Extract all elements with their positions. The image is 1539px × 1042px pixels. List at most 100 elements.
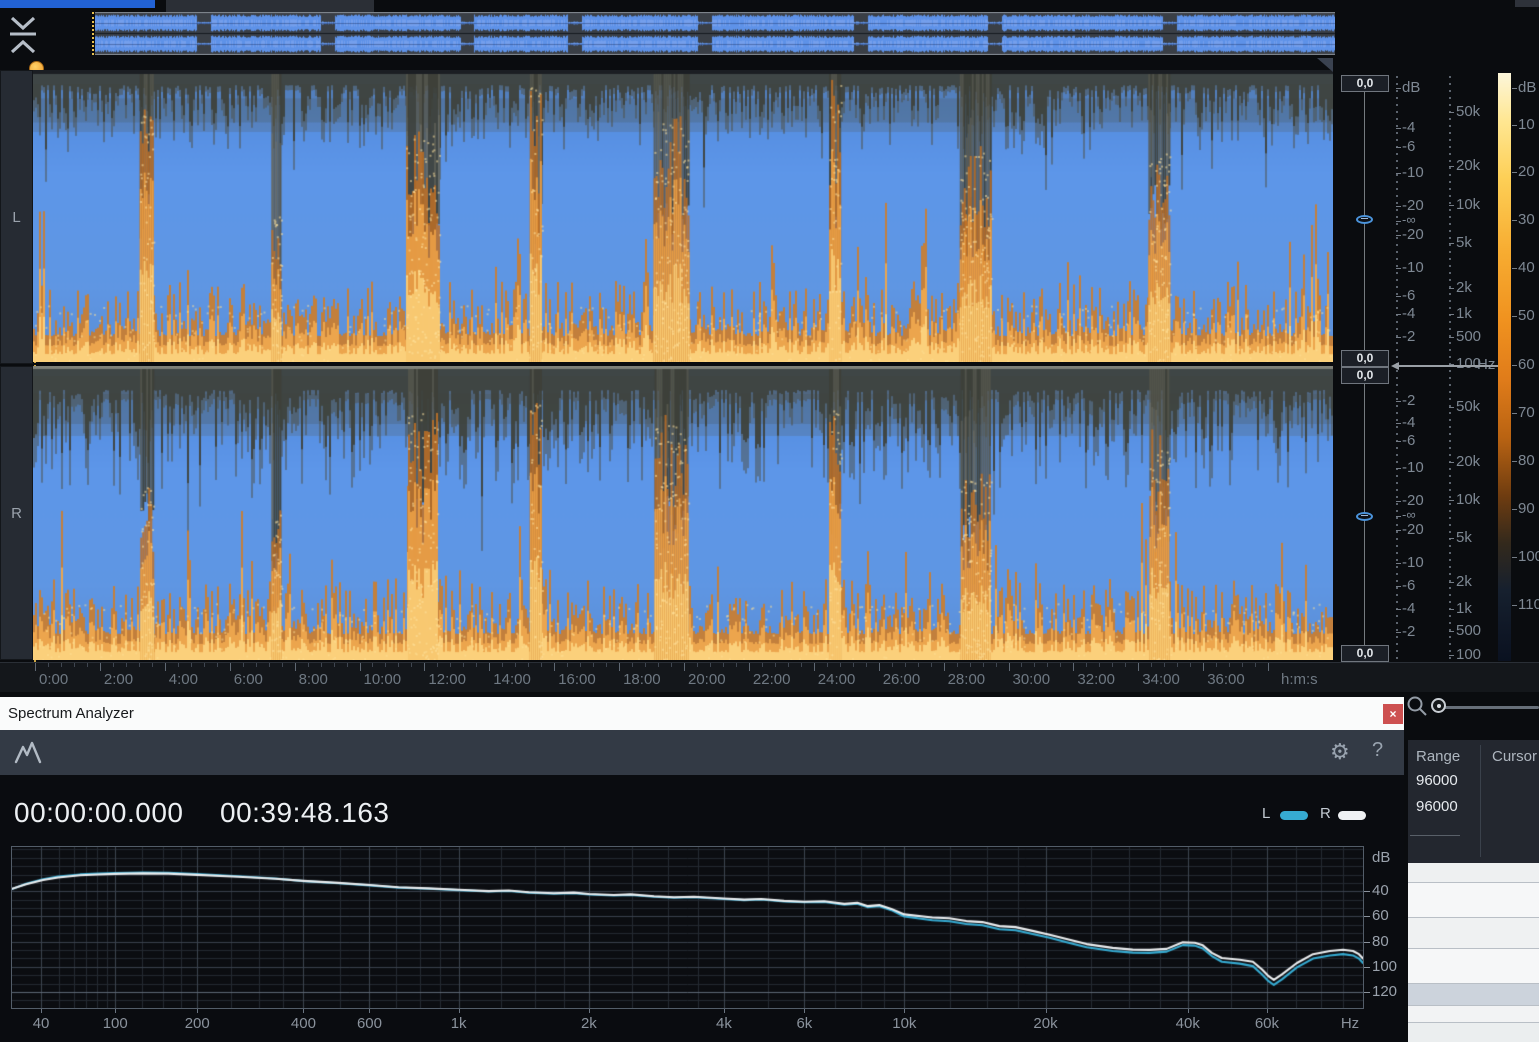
channel-header-right[interactable]: R bbox=[0, 366, 33, 660]
ruler-tick-minor bbox=[398, 663, 400, 667]
ruler-tick-minor bbox=[1099, 663, 1101, 667]
ruler-tick-minor bbox=[826, 663, 828, 667]
gain-value-box[interactable]: 0,0 bbox=[1341, 75, 1389, 92]
ruler-tick-minor bbox=[580, 663, 582, 667]
ruler-tick-minor bbox=[1190, 663, 1192, 667]
ruler-time-label: 26:00 bbox=[882, 671, 921, 688]
ruler-tick-major bbox=[35, 663, 36, 671]
freq-axis-tick bbox=[723, 1009, 725, 1013]
amp-tick-tick bbox=[1396, 501, 1401, 502]
colorbar-tick-label: 90 bbox=[1518, 500, 1535, 517]
freq-tick-tick bbox=[1449, 205, 1454, 206]
freq-tick-tick bbox=[1449, 364, 1454, 365]
freq-tick-label: 20k bbox=[1456, 157, 1481, 174]
analyzer-titlebar[interactable]: Spectrum Analyzer × bbox=[0, 697, 1404, 730]
freq-scale-tickline bbox=[1449, 76, 1451, 660]
ruler-tick-minor bbox=[1255, 663, 1257, 667]
list-item[interactable] bbox=[1408, 863, 1539, 882]
ruler-tick-major bbox=[1138, 663, 1140, 671]
range-value: 96000 bbox=[1416, 798, 1458, 815]
ruler-tick-minor bbox=[930, 663, 932, 667]
gain-value-box[interactable]: 0,0 bbox=[1341, 367, 1389, 384]
ruler-tick-minor bbox=[593, 663, 595, 667]
freq-axis-label: 40 bbox=[32, 1015, 50, 1032]
spectrogram-left[interactable] bbox=[33, 70, 1333, 362]
ruler-tick-minor bbox=[255, 663, 257, 667]
colorbar-tick-label: dB bbox=[1518, 79, 1537, 96]
freq-axis-tick bbox=[588, 1009, 590, 1013]
freq-axis-label: 2k bbox=[580, 1015, 597, 1032]
db-axis-tick bbox=[1364, 916, 1370, 918]
analyzer-title: Spectrum Analyzer bbox=[8, 705, 134, 722]
amp-tick-tick bbox=[1396, 296, 1401, 297]
ruler-tick-minor bbox=[645, 663, 647, 667]
spectrogram-right[interactable] bbox=[33, 366, 1333, 660]
colorbar-tick-label: 70 bbox=[1518, 404, 1535, 421]
list-item[interactable] bbox=[1408, 882, 1539, 917]
time-ruler[interactable]: 0:00 2:00 4:00 6:00 8:00 10:00 12:00 14:00 16:00… bbox=[0, 662, 1539, 692]
ruler-time-label: 28:00 bbox=[947, 671, 986, 688]
overview-strip[interactable] bbox=[95, 12, 1335, 55]
freq-axis-label: 6k bbox=[796, 1015, 813, 1032]
ruler-tick-minor bbox=[307, 663, 309, 667]
colorbar-tick-label: 20 bbox=[1518, 163, 1535, 180]
colorbar-tick-tick bbox=[1512, 557, 1517, 558]
freq-tick-tick bbox=[1449, 655, 1454, 656]
gain-fader-handle-left[interactable] bbox=[1356, 215, 1373, 224]
colorbar-tick-label: 110 bbox=[1518, 596, 1539, 613]
ruler-tick-minor bbox=[722, 663, 724, 667]
freq-tick-tick bbox=[1449, 166, 1454, 167]
gain-value-box[interactable]: 0,0 bbox=[1341, 350, 1389, 367]
ruler-tick-major bbox=[1073, 663, 1075, 671]
gear-icon[interactable]: ⚙ bbox=[1330, 739, 1350, 764]
amp-tick-label: -10 bbox=[1402, 164, 1424, 181]
range-value: 96000 bbox=[1416, 772, 1458, 789]
legend-right-label: R bbox=[1320, 805, 1331, 822]
amp-tick-label: -4 bbox=[1402, 600, 1416, 617]
ruler-tick-minor bbox=[1229, 663, 1231, 667]
amp-tick-label: -2 bbox=[1402, 623, 1416, 640]
freq-tick-label: 10k bbox=[1456, 196, 1481, 213]
freq-tick-label: 100 bbox=[1456, 355, 1482, 372]
spectrum-plot[interactable] bbox=[11, 846, 1364, 1009]
ruler-tick-minor bbox=[476, 663, 478, 667]
gain-value-box[interactable]: 0,0 bbox=[1341, 645, 1389, 662]
list-item[interactable] bbox=[1408, 983, 1539, 1005]
collapse-tracks-icon[interactable] bbox=[7, 15, 39, 55]
ruler-tick-minor bbox=[891, 663, 893, 667]
legend-right-swatch[interactable] bbox=[1338, 811, 1366, 820]
list-item[interactable] bbox=[1408, 1022, 1539, 1042]
ruler-time-label: 8:00 bbox=[298, 671, 328, 688]
list-item[interactable] bbox=[1408, 917, 1539, 948]
ruler-tick-minor bbox=[216, 663, 218, 667]
ruler-tick-minor bbox=[372, 663, 374, 667]
ruler-tick-minor bbox=[1177, 663, 1179, 667]
overview-waveform[interactable] bbox=[95, 12, 1335, 55]
freq-tick-tick bbox=[1449, 462, 1454, 463]
legend-left-swatch[interactable] bbox=[1280, 811, 1308, 820]
help-icon[interactable]: ? bbox=[1372, 739, 1384, 761]
close-button[interactable]: × bbox=[1383, 704, 1403, 724]
list-item[interactable] bbox=[1408, 1005, 1539, 1022]
freq-tick-tick bbox=[1449, 243, 1454, 244]
freq-tick-label: 5k bbox=[1456, 529, 1472, 546]
gain-fader-handle-right[interactable] bbox=[1356, 512, 1373, 521]
amp-tick-label: -6 bbox=[1402, 432, 1416, 449]
channel-header-left[interactable]: L bbox=[0, 70, 33, 364]
db-axis-label: 80 bbox=[1372, 932, 1389, 950]
ruler-tick-major bbox=[878, 663, 880, 671]
zoom-slider-handle[interactable] bbox=[1431, 698, 1446, 713]
ruler-tick-minor bbox=[1086, 663, 1088, 667]
zoom-icon[interactable] bbox=[1406, 695, 1430, 719]
amp-tick-label: -∞ bbox=[1402, 507, 1416, 522]
amp-tick-tick bbox=[1396, 516, 1401, 517]
ruler-tick-minor bbox=[995, 663, 997, 667]
list-item[interactable] bbox=[1408, 948, 1539, 983]
zoom-slider[interactable] bbox=[1437, 706, 1539, 709]
ruler-tick-minor bbox=[632, 663, 634, 667]
freq-axis-tick bbox=[458, 1009, 460, 1013]
ruler-tick-minor bbox=[203, 663, 205, 667]
ruler-tick-minor bbox=[515, 663, 517, 667]
amp-tick-label: -10 bbox=[1402, 259, 1424, 276]
